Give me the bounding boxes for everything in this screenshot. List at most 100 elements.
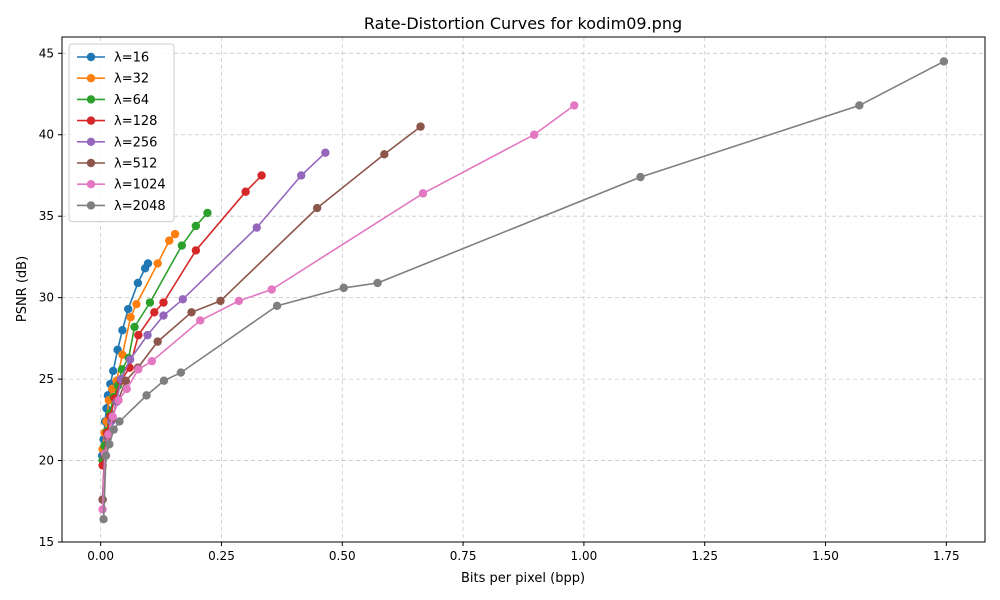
data-point (147, 356, 157, 366)
data-point (178, 295, 188, 304)
x-tick-label: 1.50 (812, 549, 839, 563)
data-point (134, 365, 143, 374)
legend-label: λ=1024 (114, 178, 166, 193)
data-point (416, 122, 425, 131)
data-point (272, 301, 282, 310)
y-tick-label: 45 (39, 46, 54, 60)
data-point (312, 203, 322, 213)
data-point (939, 57, 949, 66)
y-tick-label: 30 (39, 291, 54, 305)
data-point (101, 451, 111, 460)
legend-marker (86, 74, 96, 83)
legend-item: λ=512 (77, 157, 157, 172)
data-point (132, 299, 141, 309)
legend-box (68, 43, 175, 223)
data-point (380, 150, 389, 159)
legend-marker (86, 52, 96, 62)
x-tick-label: 0.00 (87, 549, 114, 563)
y-tick-label: 20 (39, 454, 54, 468)
data-point (418, 189, 428, 198)
data-point (297, 171, 306, 180)
y-tick-label: 40 (39, 128, 54, 142)
y-axis-ticks: 15 20 25 30 35 40 45 (39, 46, 62, 549)
x-tick-label: 1.25 (691, 549, 718, 563)
legend-marker (86, 158, 96, 168)
data-point (99, 514, 108, 524)
data-point (105, 440, 114, 449)
data-point (104, 430, 113, 439)
data-point (241, 187, 250, 196)
data-point (234, 296, 244, 306)
data-point (118, 350, 127, 359)
data-point (133, 278, 143, 288)
x-tick-label: 1.75 (933, 549, 960, 563)
legend-item: λ=16 (77, 51, 149, 66)
data-point (125, 355, 135, 364)
x-axis-ticks: 0.00 0.25 0.50 0.75 1.00 1.25 1.50 1.75 (87, 542, 960, 563)
data-point (150, 308, 159, 317)
data-point (134, 330, 143, 340)
data-point (321, 148, 330, 157)
data-point (143, 330, 152, 340)
data-point (121, 376, 130, 385)
x-axis-label: Bits per pixel (bpp) (461, 571, 585, 586)
data-point (153, 337, 162, 346)
legend-label: λ=32 (114, 72, 149, 87)
y-axis-label: PSNR (dB) (15, 256, 30, 322)
legend-item: λ=1024 (77, 178, 166, 193)
data-point (196, 316, 205, 325)
data-point (187, 308, 196, 317)
x-tick-label: 1.00 (571, 549, 598, 563)
legend-label: λ=128 (114, 114, 157, 129)
data-point (159, 298, 168, 307)
data-point (529, 130, 539, 139)
data-point (570, 101, 579, 110)
data-point (176, 368, 186, 377)
y-tick-label: 15 (39, 535, 54, 549)
data-point (124, 304, 133, 314)
data-point (108, 412, 117, 421)
legend-marker (86, 201, 96, 210)
legend-marker (86, 95, 96, 104)
data-point (126, 312, 135, 322)
chart-title: Rate-Distortion Curves for kodim09.png (364, 14, 682, 33)
data-point (252, 223, 261, 232)
legend-marker (86, 180, 96, 189)
data-point (177, 241, 187, 250)
data-point (142, 391, 151, 400)
data-point (191, 221, 201, 231)
series-layer (97, 57, 949, 524)
legend-item: λ=128 (77, 114, 157, 129)
legend-item: λ=64 (77, 93, 149, 108)
legend-label: λ=16 (114, 51, 149, 66)
data-point (118, 326, 127, 335)
x-tick-label: 0.50 (329, 549, 356, 563)
legend-label: λ=256 (114, 135, 157, 150)
data-point (257, 171, 266, 180)
data-point (339, 283, 348, 293)
data-point (636, 172, 645, 182)
data-point (855, 101, 864, 110)
axes-frame (61, 36, 986, 543)
series-7 (99, 57, 949, 524)
legend-marker (86, 116, 96, 125)
x-tick-label: 0.75 (450, 549, 477, 563)
data-point (191, 246, 201, 255)
data-point (203, 208, 212, 218)
data-point (130, 322, 139, 332)
data-point (115, 417, 124, 426)
data-point (114, 396, 123, 405)
data-point (373, 278, 382, 288)
data-point (159, 311, 168, 320)
data-point (109, 366, 118, 376)
data-point (165, 236, 174, 245)
data-point (216, 296, 225, 306)
legend-item: λ=32 (77, 72, 149, 87)
data-point (145, 298, 155, 307)
data-point (143, 259, 153, 268)
legend-label: λ=512 (114, 157, 157, 172)
data-point (109, 425, 118, 434)
data-point (170, 229, 180, 239)
data-point (159, 376, 169, 385)
